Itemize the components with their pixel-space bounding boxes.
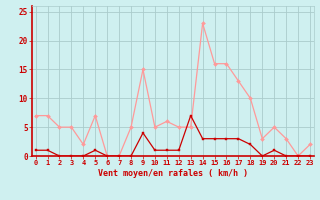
X-axis label: Vent moyen/en rafales ( km/h ): Vent moyen/en rafales ( km/h ): [98, 169, 248, 178]
